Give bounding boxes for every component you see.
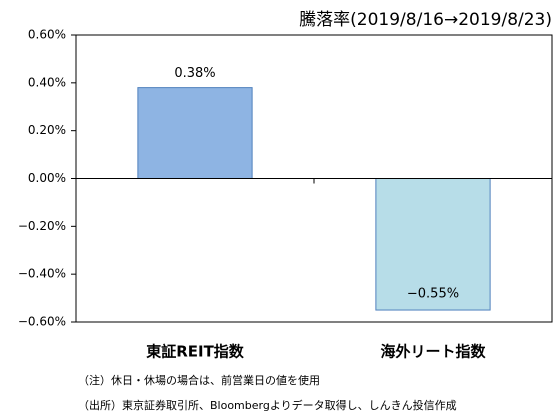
bar: [375, 178, 491, 311]
y-tick-label: −0.60%: [18, 315, 66, 329]
y-tick-label: 0.00%: [28, 171, 66, 185]
note: （出所）東京証券取引所、Bloombergよりデータ取得し、しんきん投信作成: [78, 398, 457, 412]
y-tick-label: 0.40%: [28, 75, 66, 89]
bar: [137, 87, 253, 179]
y-tick-label: 0.60%: [28, 28, 66, 42]
y-tick-label: −0.20%: [18, 219, 66, 233]
note: （注）休日・休場の場合は、前営業日の値を使用: [78, 373, 320, 387]
y-tick-label: 0.20%: [28, 123, 66, 137]
y-tick-label: −0.40%: [18, 267, 66, 281]
x-tick-label: 東証REIT指数: [146, 343, 245, 361]
chart-title: 騰落率(2019/8/16→2019/8/23): [299, 10, 552, 30]
data-label: 0.38%: [174, 66, 215, 81]
x-tick-label: 海外リート指数: [380, 343, 486, 361]
data-label: −0.55%: [407, 287, 459, 302]
